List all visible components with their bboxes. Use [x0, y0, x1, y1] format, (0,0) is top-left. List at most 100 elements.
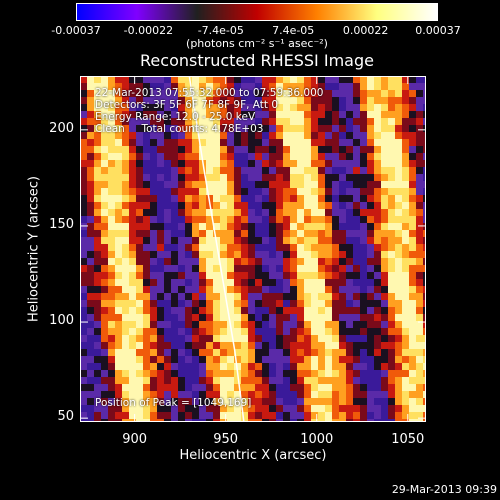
- heatmap-cell: [136, 132, 144, 140]
- heatmap-cell: [108, 125, 116, 133]
- heatmap-cell: [297, 286, 305, 294]
- heatmap-cell: [325, 118, 333, 126]
- heatmap-cell: [395, 237, 403, 245]
- heatmap-cell: [381, 153, 389, 161]
- heatmap-cell: [94, 146, 102, 154]
- heatmap-cell: [164, 188, 172, 196]
- heatmap-cell: [94, 83, 102, 91]
- heatmap-cell: [381, 202, 389, 210]
- heatmap-cell: [115, 328, 123, 336]
- heatmap-cell: [150, 195, 158, 203]
- heatmap-cell: [388, 349, 396, 357]
- heatmap-cell: [234, 167, 242, 175]
- heatmap-cell: [367, 244, 375, 252]
- heatmap-cell: [206, 97, 214, 105]
- heatmap-cell: [360, 307, 368, 315]
- heatmap-cell: [423, 132, 426, 140]
- heatmap-cell: [304, 118, 312, 126]
- heatmap-cell: [185, 188, 193, 196]
- clean-annotation: Clean Total counts: 4.78E+03: [95, 123, 264, 135]
- heatmap-cell: [374, 139, 382, 147]
- heatmap-cell: [171, 90, 179, 98]
- heatmap-cell: [227, 370, 235, 378]
- heatmap-cell: [178, 139, 186, 147]
- heatmap-cell: [318, 104, 326, 112]
- heatmap-cell: [143, 83, 151, 91]
- heatmap-cell: [318, 181, 326, 189]
- heatmap-cell: [353, 216, 361, 224]
- heatmap-cell: [297, 356, 305, 364]
- heatmap-cell: [318, 83, 326, 91]
- heatmap-cell: [360, 370, 368, 378]
- heatmap-cell: [269, 349, 277, 357]
- heatmap-cell: [262, 125, 270, 133]
- heatmap-cell: [304, 370, 312, 378]
- heatmap-cell: [269, 251, 277, 259]
- heatmap-cell: [157, 83, 165, 91]
- heatmap-cell: [290, 223, 298, 231]
- heatmap-cell: [199, 272, 207, 280]
- heatmap-cell: [346, 97, 354, 105]
- heatmap-cell: [150, 398, 158, 406]
- heatmap-cell: [248, 153, 256, 161]
- heatmap-cell: [122, 391, 130, 399]
- heatmap-cell: [101, 202, 109, 210]
- heatmap-cell: [220, 90, 228, 98]
- heatmap-cell: [325, 307, 333, 315]
- heatmap-cell: [283, 300, 291, 308]
- heatmap-cell: [136, 139, 144, 147]
- heatmap-cell: [416, 356, 424, 364]
- heatmap-cell: [304, 279, 312, 287]
- heatmap-cell: [150, 230, 158, 238]
- heatmap-cell: [409, 293, 417, 301]
- heatmap-cell: [332, 125, 340, 133]
- heatmap-cell: [276, 412, 284, 420]
- heatmap-cell: [346, 349, 354, 357]
- heatmap-cell: [234, 405, 242, 413]
- heatmap-cell: [115, 251, 123, 259]
- heatmap-cell: [276, 286, 284, 294]
- heatmap-cell: [339, 251, 347, 259]
- heatmap-cell: [234, 132, 242, 140]
- heatmap-cell: [164, 279, 172, 287]
- heatmap-cell: [234, 398, 242, 406]
- heatmap-cell: [276, 272, 284, 280]
- heatmap-cell: [171, 412, 179, 420]
- heatmap-cell: [192, 307, 200, 315]
- heatmap-cell: [178, 209, 186, 217]
- heatmap-cell: [423, 90, 426, 98]
- heatmap-cell: [388, 321, 396, 329]
- heatmap-cell: [297, 272, 305, 280]
- heatmap-cell: [129, 160, 137, 168]
- heatmap-cell: [318, 174, 326, 182]
- heatmap-cell: [388, 202, 396, 210]
- heatmap-cell: [136, 272, 144, 280]
- heatmap-cell: [374, 314, 382, 322]
- heatmap-cell: [213, 202, 221, 210]
- heatmap-cell: [402, 125, 410, 133]
- heatmap-cell: [108, 90, 116, 98]
- heatmap-cell: [136, 419, 144, 422]
- heatmap-cell: [269, 293, 277, 301]
- heatmap-cell: [388, 188, 396, 196]
- heatmap-cell: [311, 195, 319, 203]
- heatmap-cell: [87, 363, 95, 371]
- heatmap-cell: [94, 321, 102, 329]
- heatmap-cell: [150, 125, 158, 133]
- heatmap-cell: [227, 125, 235, 133]
- heatmap-cell: [381, 384, 389, 392]
- heatmap-cell: [325, 384, 333, 392]
- heatmap-cell: [346, 342, 354, 350]
- heatmap-cell: [262, 202, 270, 210]
- heatmap-cell: [402, 160, 410, 168]
- heatmap-cell: [381, 279, 389, 287]
- heatmap-cell: [150, 321, 158, 329]
- heatmap-cell: [402, 272, 410, 280]
- heatmap-cell: [395, 300, 403, 308]
- heatmap-cell: [220, 174, 228, 182]
- heatmap-cell: [402, 118, 410, 126]
- heatmap-cell: [269, 153, 277, 161]
- heatmap-cell: [136, 335, 144, 343]
- heatmap-cell: [388, 160, 396, 168]
- heatmap-cell: [367, 216, 375, 224]
